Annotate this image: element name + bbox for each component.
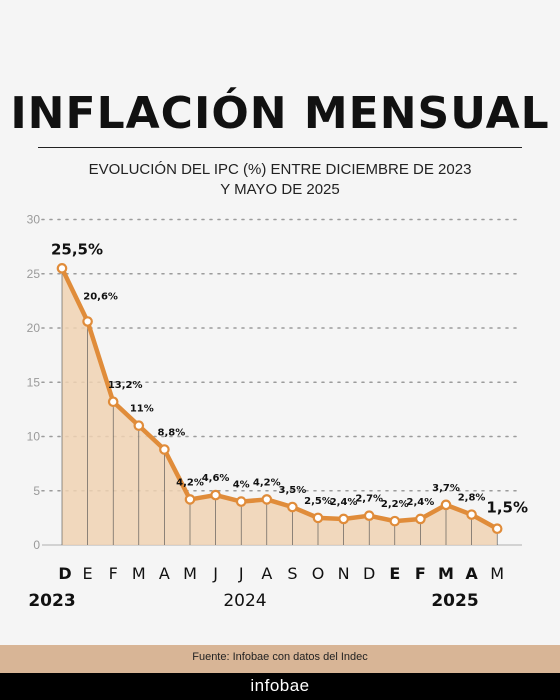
x-tick-label: D (58, 564, 71, 583)
data-point (466, 509, 477, 520)
y-tick-label: 15 (27, 375, 41, 389)
x-tick-label: A (465, 564, 478, 583)
data-label: 4% (233, 480, 250, 491)
x-tick-label: J (238, 564, 244, 583)
data-point (184, 494, 196, 505)
source-note: Fuente: Infobae con datos del Indec (192, 651, 368, 663)
x-tick-label: N (338, 564, 350, 583)
data-point (415, 513, 426, 525)
chart-subtitle: EVOLUCIÓN DEL IPC (%) ENTRE DICIEMBRE DE… (0, 160, 560, 200)
x-tick-label: M (183, 564, 197, 583)
y-tick-label: 5 (33, 484, 40, 498)
data-label: 25,5% (51, 240, 103, 258)
data-label: 3,7% (432, 483, 460, 494)
data-point (159, 444, 170, 455)
brand-bar (0, 673, 560, 700)
x-tick-label: M (132, 564, 146, 583)
x-tick-label: D (363, 564, 375, 583)
data-point (107, 396, 119, 408)
x-tick-label: F (415, 564, 426, 583)
data-label: 4,2% (253, 477, 281, 488)
data-label: 2,4% (407, 497, 435, 508)
y-tick-label: 25 (27, 267, 41, 281)
x-tick-label: A (261, 564, 272, 583)
x-tick-label: E (83, 564, 93, 583)
inflation-line-chart: 05101520253025,5%20,6%13,2%11%8,8%4,2%4,… (27, 213, 528, 612)
data-point (389, 515, 401, 527)
year-label: 2025 (431, 591, 478, 611)
data-point (82, 316, 93, 327)
data-label: 8,8% (158, 428, 186, 439)
year-label: 2024 (223, 591, 266, 611)
x-tick-label: F (109, 564, 118, 583)
data-label: 13,2% (108, 380, 143, 391)
data-point (338, 513, 349, 525)
data-label: 2,5% (304, 496, 332, 507)
data-point (133, 420, 145, 431)
year-label: 2023 (28, 591, 75, 611)
x-tick-label: M (438, 564, 454, 583)
data-point (235, 496, 247, 507)
data-label: 20,6% (83, 291, 118, 302)
y-tick-label: 10 (27, 430, 41, 444)
y-tick-label: 0 (33, 538, 40, 552)
subtitle-line-2: Y MAYO DE 2025 (220, 181, 340, 198)
x-tick-label: E (389, 564, 400, 583)
x-tick-label: S (287, 564, 297, 583)
data-point (287, 501, 298, 513)
footer-band (0, 645, 560, 673)
x-tick-label: J (212, 564, 218, 583)
data-point (56, 263, 68, 274)
data-label: 2,4% (330, 497, 358, 508)
data-label: 4,6% (202, 473, 230, 484)
data-label: 3,5% (279, 485, 307, 496)
data-label: 2,7% (355, 494, 383, 505)
data-point (440, 499, 452, 511)
chart-title: INFLACIÓN MENSUAL (10, 88, 550, 139)
brand-logo: infobae (250, 676, 310, 695)
data-label: 1,5% (486, 499, 528, 517)
y-tick-label: 20 (27, 321, 41, 335)
data-label: 11% (130, 404, 154, 415)
data-point (363, 510, 375, 522)
title-divider (38, 147, 522, 148)
x-tick-label: A (159, 564, 170, 583)
data-label: 4,2% (176, 477, 204, 488)
data-label: 2,8% (458, 493, 486, 504)
x-tick-label: O (312, 564, 325, 583)
y-tick-label: 30 (27, 213, 41, 227)
data-label: 2,2% (381, 499, 409, 510)
data-point (491, 523, 503, 535)
subtitle-line-1: EVOLUCIÓN DEL IPC (%) ENTRE DICIEMBRE DE… (88, 161, 472, 178)
area-fill (62, 268, 498, 545)
x-tick-label: M (490, 564, 504, 583)
data-point (210, 489, 221, 501)
data-point (261, 494, 273, 505)
data-point (312, 512, 324, 524)
